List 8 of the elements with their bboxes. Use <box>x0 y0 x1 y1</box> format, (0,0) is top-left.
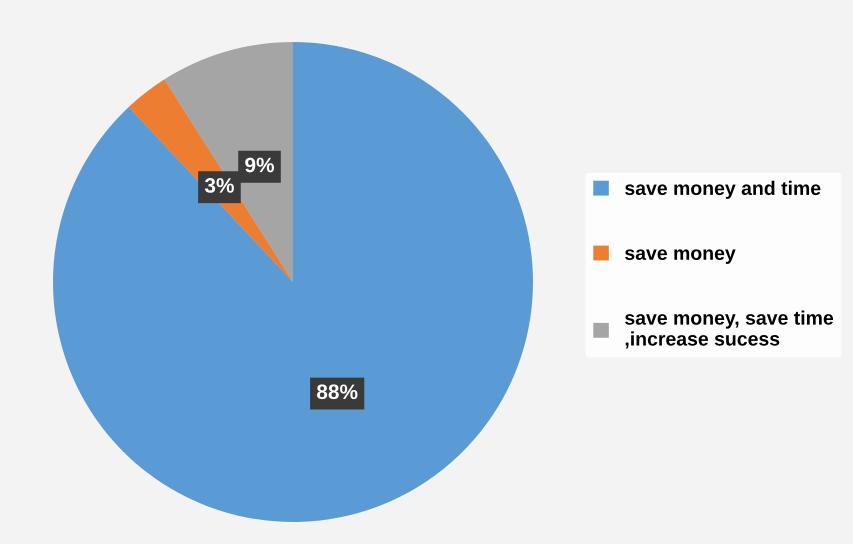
data-label: 9% <box>245 158 274 172</box>
data-label: 88% <box>316 384 358 400</box>
pie-slice <box>164 42 293 282</box>
legend-label: save money <box>625 249 736 264</box>
pie-slice <box>53 42 533 522</box>
data-label: 3% <box>204 178 234 193</box>
legend-label: save money, save time ,increase sucess <box>625 310 834 349</box>
legend-label: save money and time <box>625 180 820 199</box>
